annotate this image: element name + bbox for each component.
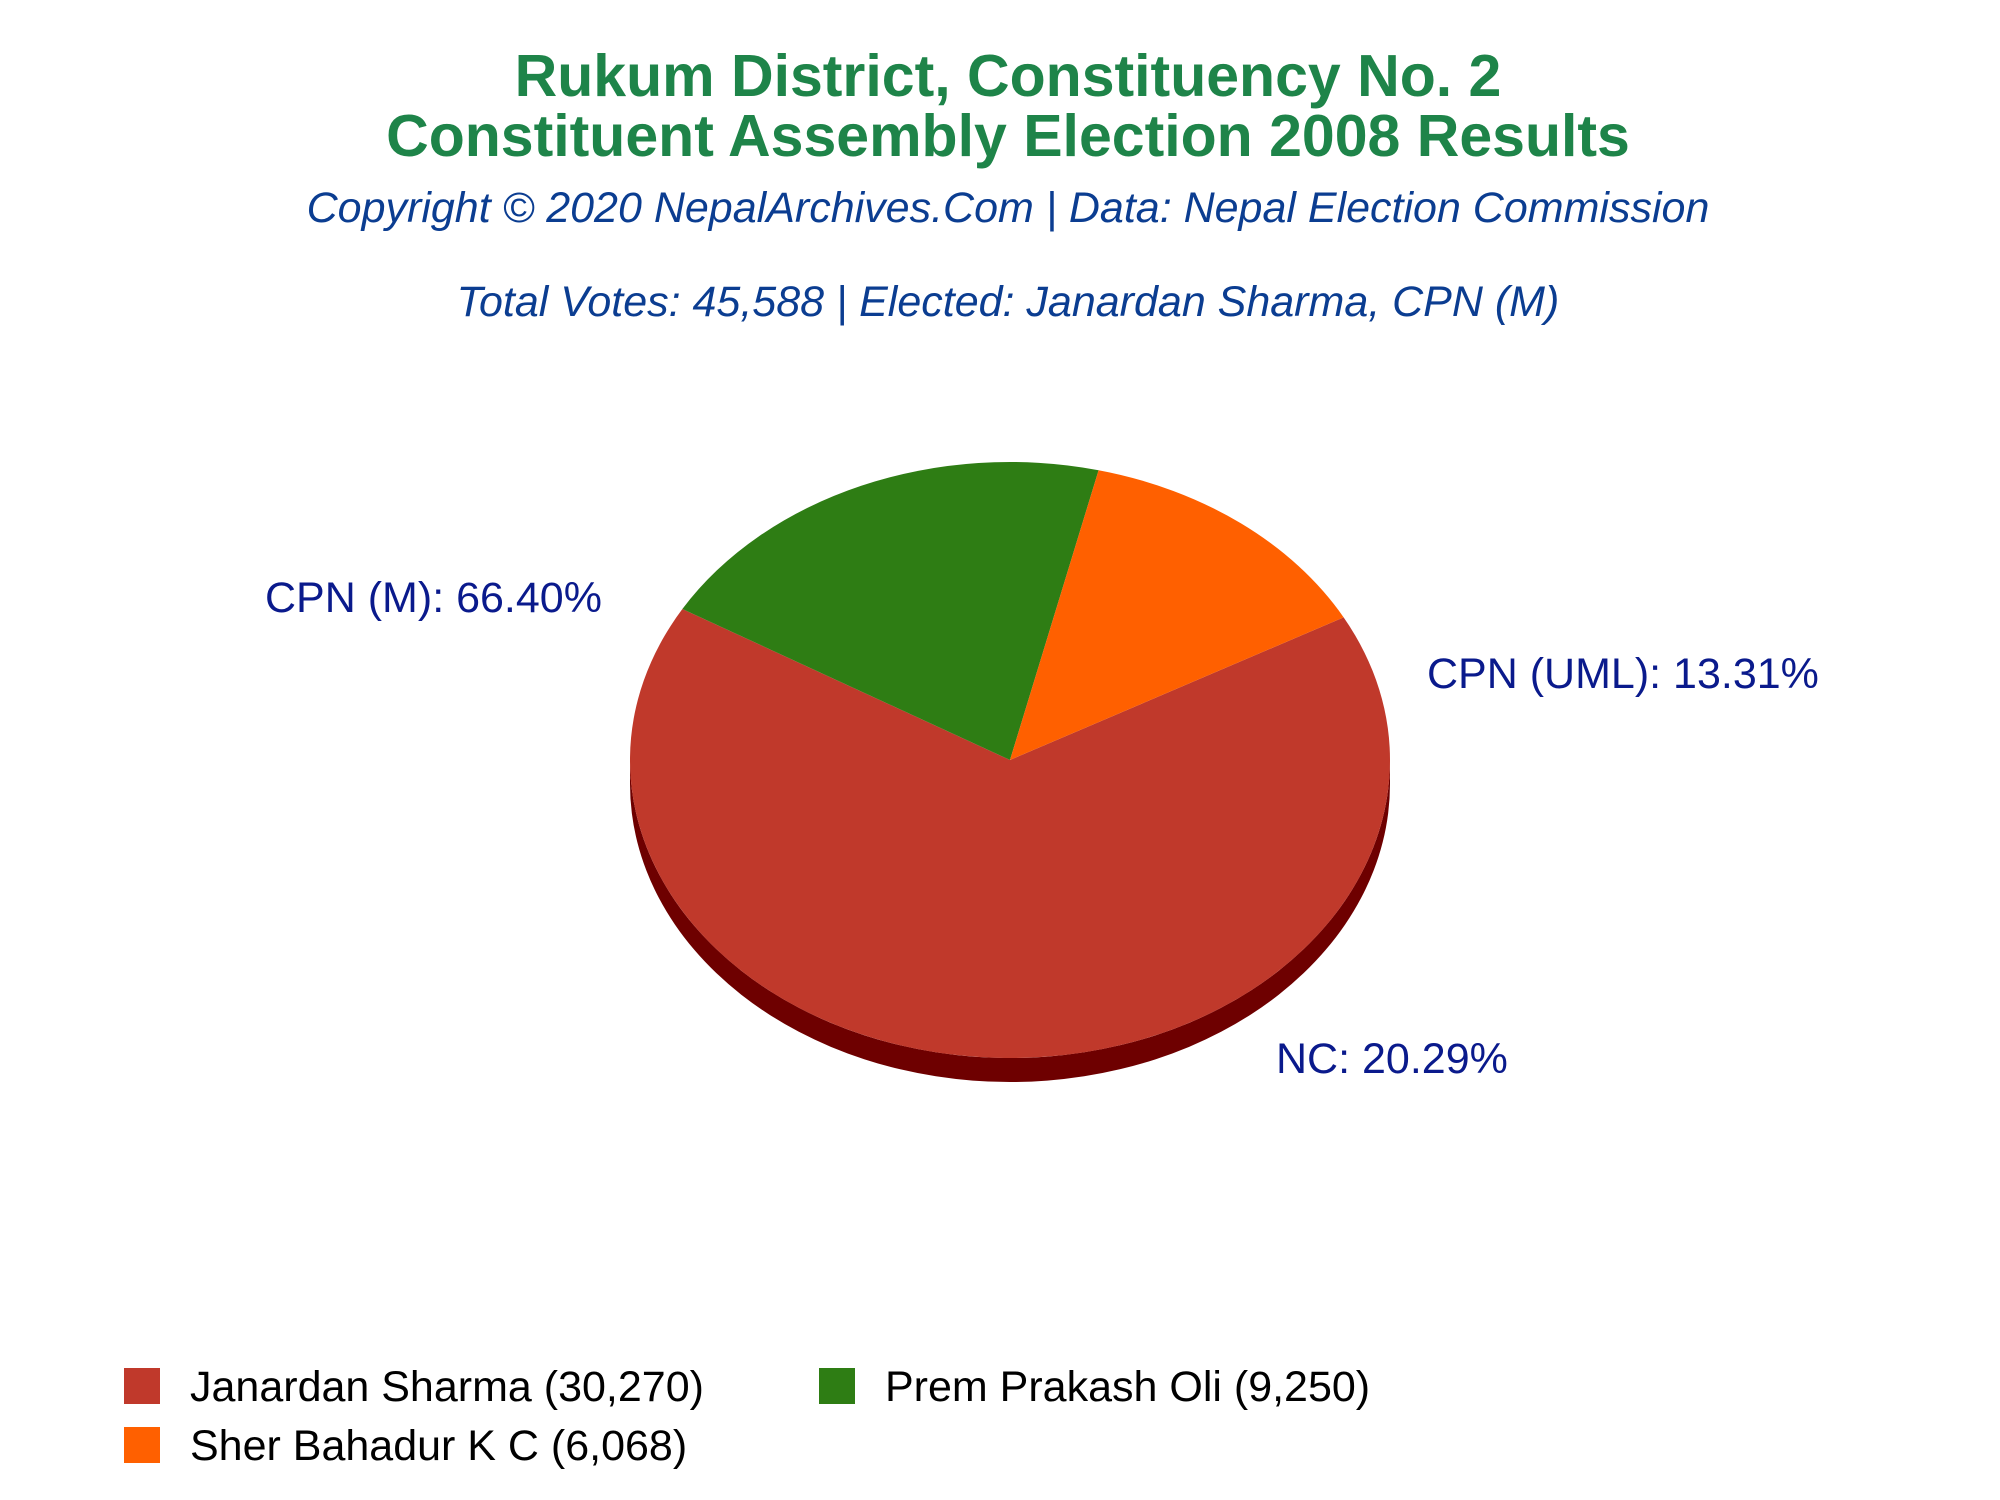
- legend-label-0: Janardan Sharma (30,270): [190, 1363, 704, 1411]
- pie-slice-0: [630, 609, 1390, 1058]
- legend: Janardan Sharma (30,270) Prem Prakash Oli…: [124, 1363, 1370, 1470]
- legend-swatch-1: [819, 1368, 855, 1404]
- legend-label-1: Prem Prakash Oli (9,250): [885, 1363, 1370, 1411]
- slice-label-1: NC: 20.29%: [1276, 1035, 1508, 1083]
- slice-label-2: CPN (UML): 13.31%: [1427, 650, 1819, 698]
- pie-labels: CPN (M): 66.40% NC: 20.29% CPN (UML): 13.3…: [265, 574, 1819, 1083]
- legend-label-2: Sher Bahadur K C (6,068): [190, 1422, 687, 1470]
- legend-swatch-2: [124, 1427, 160, 1463]
- chart-copyright: Copyright © 2020 NepalArchives.Com | Dat…: [307, 184, 1710, 232]
- slice-label-0: CPN (M): 66.40%: [265, 574, 602, 622]
- chart-summary: Total Votes: 45,588 | Elected: Janardan …: [457, 278, 1560, 326]
- pie-slice-2: [1010, 470, 1344, 760]
- chart-title-line2: Constituent Assembly Election 2008 Resul…: [386, 103, 1630, 169]
- chart-title-line1: Rukum District, Constituency No. 2: [515, 43, 1502, 109]
- pie-slices: [630, 462, 1390, 1058]
- legend-swatch-0: [124, 1368, 160, 1404]
- pie-slice-1: [682, 462, 1099, 760]
